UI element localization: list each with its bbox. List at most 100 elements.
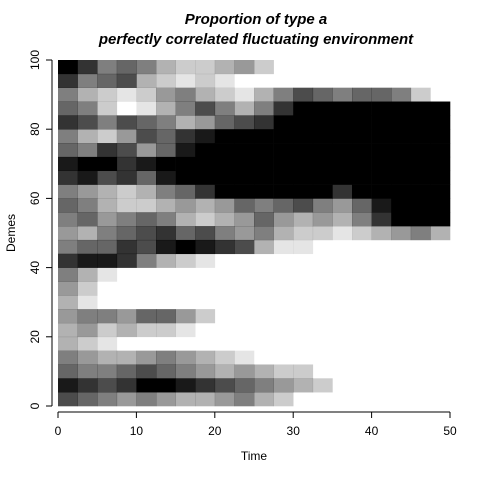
heat-cell — [156, 198, 176, 213]
heat-cell — [156, 184, 176, 199]
heat-cell — [156, 350, 176, 365]
heat-cell — [77, 267, 98, 282]
heat-cell — [372, 364, 392, 378]
heat-cell — [430, 212, 451, 227]
heat-cell — [293, 226, 314, 241]
heat-cell — [234, 60, 255, 75]
heat-cell — [254, 60, 274, 75]
heat-cell — [117, 268, 137, 282]
heat-cell — [273, 101, 294, 116]
heat-cell — [97, 212, 118, 227]
heat-cell — [58, 295, 78, 310]
heat-cell — [116, 392, 137, 407]
heat-cell — [391, 337, 411, 351]
heat-cell — [293, 184, 314, 199]
heat-cell — [312, 143, 333, 158]
heat-cell — [77, 364, 98, 379]
heat-cell — [175, 239, 196, 255]
heat-cell — [313, 323, 333, 337]
heat-cell — [430, 378, 450, 392]
heat-cell — [176, 268, 196, 282]
heat-cell — [175, 226, 196, 241]
heat-cell — [391, 212, 412, 227]
heat-cell — [215, 309, 235, 323]
heat-cell — [136, 170, 157, 185]
heat-cell — [391, 115, 412, 130]
heat-cell — [156, 253, 176, 268]
heat-cell — [234, 101, 255, 116]
heat-cell — [332, 309, 352, 323]
heat-cell — [234, 268, 254, 282]
heat-cell — [58, 281, 78, 296]
heat-cell — [332, 337, 352, 351]
heat-cell — [313, 74, 333, 88]
heat-cell — [332, 281, 352, 295]
heat-cell — [195, 378, 216, 393]
heat-cell — [175, 392, 196, 407]
heat-cell — [195, 295, 215, 309]
heat-cell — [430, 309, 450, 323]
heat-cell — [156, 170, 176, 185]
heat-cell — [352, 87, 372, 102]
heat-cell — [293, 129, 314, 144]
heat-cell — [312, 378, 333, 393]
heat-cell — [136, 87, 157, 102]
heat-cell — [116, 87, 137, 102]
heat-cell — [371, 198, 392, 213]
heat-cell — [430, 364, 450, 378]
heat-cell — [116, 212, 137, 227]
heat-cell — [332, 212, 353, 227]
heat-cell — [58, 170, 78, 185]
heat-cell — [313, 240, 333, 254]
heat-cell — [312, 115, 333, 130]
heat-cell — [117, 281, 137, 295]
heat-cell — [195, 156, 216, 172]
heat-cell — [58, 87, 78, 102]
heat-cell — [234, 378, 255, 393]
x-tick-label: 20 — [208, 424, 222, 438]
y-tick-label: 0 — [28, 402, 42, 409]
heat-cell — [58, 309, 78, 324]
heat-cell — [156, 212, 176, 227]
heat-cell — [97, 392, 118, 407]
heat-cell — [136, 115, 157, 130]
heat-cell — [273, 184, 294, 199]
heat-cell — [430, 281, 450, 295]
heat-cell — [352, 170, 372, 185]
heat-cell — [293, 156, 314, 172]
heat-cell — [77, 212, 98, 227]
heat-cell — [58, 156, 78, 172]
heat-cell — [214, 239, 235, 255]
heat-cell — [273, 226, 294, 241]
y-tick-label: 40 — [28, 261, 42, 275]
heat-cell — [214, 115, 235, 130]
heat-cell — [136, 309, 157, 324]
heat-cell — [195, 268, 215, 282]
heat-cell — [430, 392, 450, 406]
heat-cell — [97, 309, 118, 324]
heat-cell — [293, 74, 313, 88]
heat-cell — [214, 212, 235, 227]
y-axis-label: Demes — [4, 214, 18, 252]
heat-cell — [391, 170, 412, 185]
heat-cell — [116, 115, 137, 130]
heat-cell — [116, 198, 137, 213]
heat-cell — [175, 170, 196, 185]
heat-cell — [175, 350, 196, 365]
heat-cell — [371, 212, 392, 227]
heat-cell — [312, 87, 333, 102]
heat-cell — [136, 281, 156, 295]
x-tick-label: 10 — [130, 424, 144, 438]
heat-cell — [352, 198, 372, 213]
heat-cell — [116, 322, 137, 338]
heat-cell — [175, 364, 196, 379]
heat-cell — [352, 295, 372, 309]
heat-cell — [254, 268, 274, 282]
heat-cell — [372, 309, 392, 323]
heat-cell — [234, 337, 254, 351]
heat-cell — [156, 60, 176, 75]
heat-cell — [214, 198, 235, 213]
heat-cell — [156, 156, 176, 172]
heat-cell — [372, 378, 392, 392]
heat-cell — [254, 309, 274, 323]
